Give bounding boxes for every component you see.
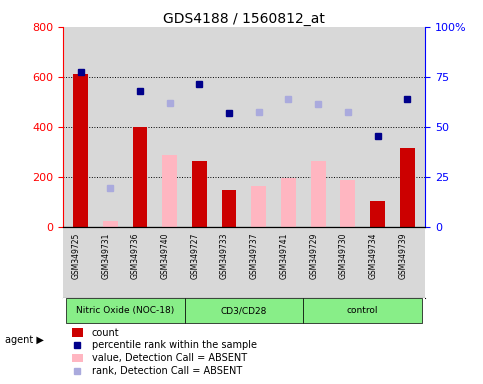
Bar [251, 186, 266, 227]
Bar [185, 298, 303, 323]
Text: percentile rank within the sample: percentile rank within the sample [92, 340, 257, 350]
Bar [103, 221, 118, 227]
Bar [222, 190, 237, 227]
Bar [162, 155, 177, 227]
Text: control: control [347, 306, 379, 315]
Bar [73, 74, 88, 227]
Text: rank, Detection Call = ABSENT: rank, Detection Call = ABSENT [92, 366, 242, 376]
Text: GSM349730: GSM349730 [339, 233, 348, 280]
Text: GSM349727: GSM349727 [190, 233, 199, 279]
Text: GSM349736: GSM349736 [131, 233, 140, 280]
Bar [192, 161, 207, 227]
Text: Nitric Oxide (NOC-18): Nitric Oxide (NOC-18) [76, 306, 174, 315]
Text: GSM349741: GSM349741 [280, 233, 288, 279]
Text: GSM349737: GSM349737 [250, 233, 259, 280]
Bar [132, 127, 147, 227]
Text: count: count [92, 328, 119, 338]
Bar [341, 180, 355, 227]
Bar [72, 354, 83, 362]
Text: CD3/CD28: CD3/CD28 [221, 306, 267, 315]
Text: GSM349733: GSM349733 [220, 233, 229, 280]
Bar [311, 161, 326, 227]
Text: GSM349725: GSM349725 [71, 233, 81, 279]
Text: GSM349734: GSM349734 [369, 233, 378, 280]
Bar [66, 298, 185, 323]
Title: GDS4188 / 1560812_at: GDS4188 / 1560812_at [163, 12, 325, 26]
Text: value, Detection Call = ABSENT: value, Detection Call = ABSENT [92, 353, 247, 363]
Bar [281, 179, 296, 227]
Bar [370, 201, 385, 227]
Text: GSM349740: GSM349740 [161, 233, 170, 280]
Bar [303, 298, 422, 323]
Text: GSM349731: GSM349731 [101, 233, 110, 279]
Text: GSM349729: GSM349729 [309, 233, 318, 279]
Bar [400, 148, 414, 227]
Text: agent ▶: agent ▶ [5, 335, 43, 345]
Text: GSM349739: GSM349739 [398, 233, 407, 280]
Bar [72, 328, 83, 337]
